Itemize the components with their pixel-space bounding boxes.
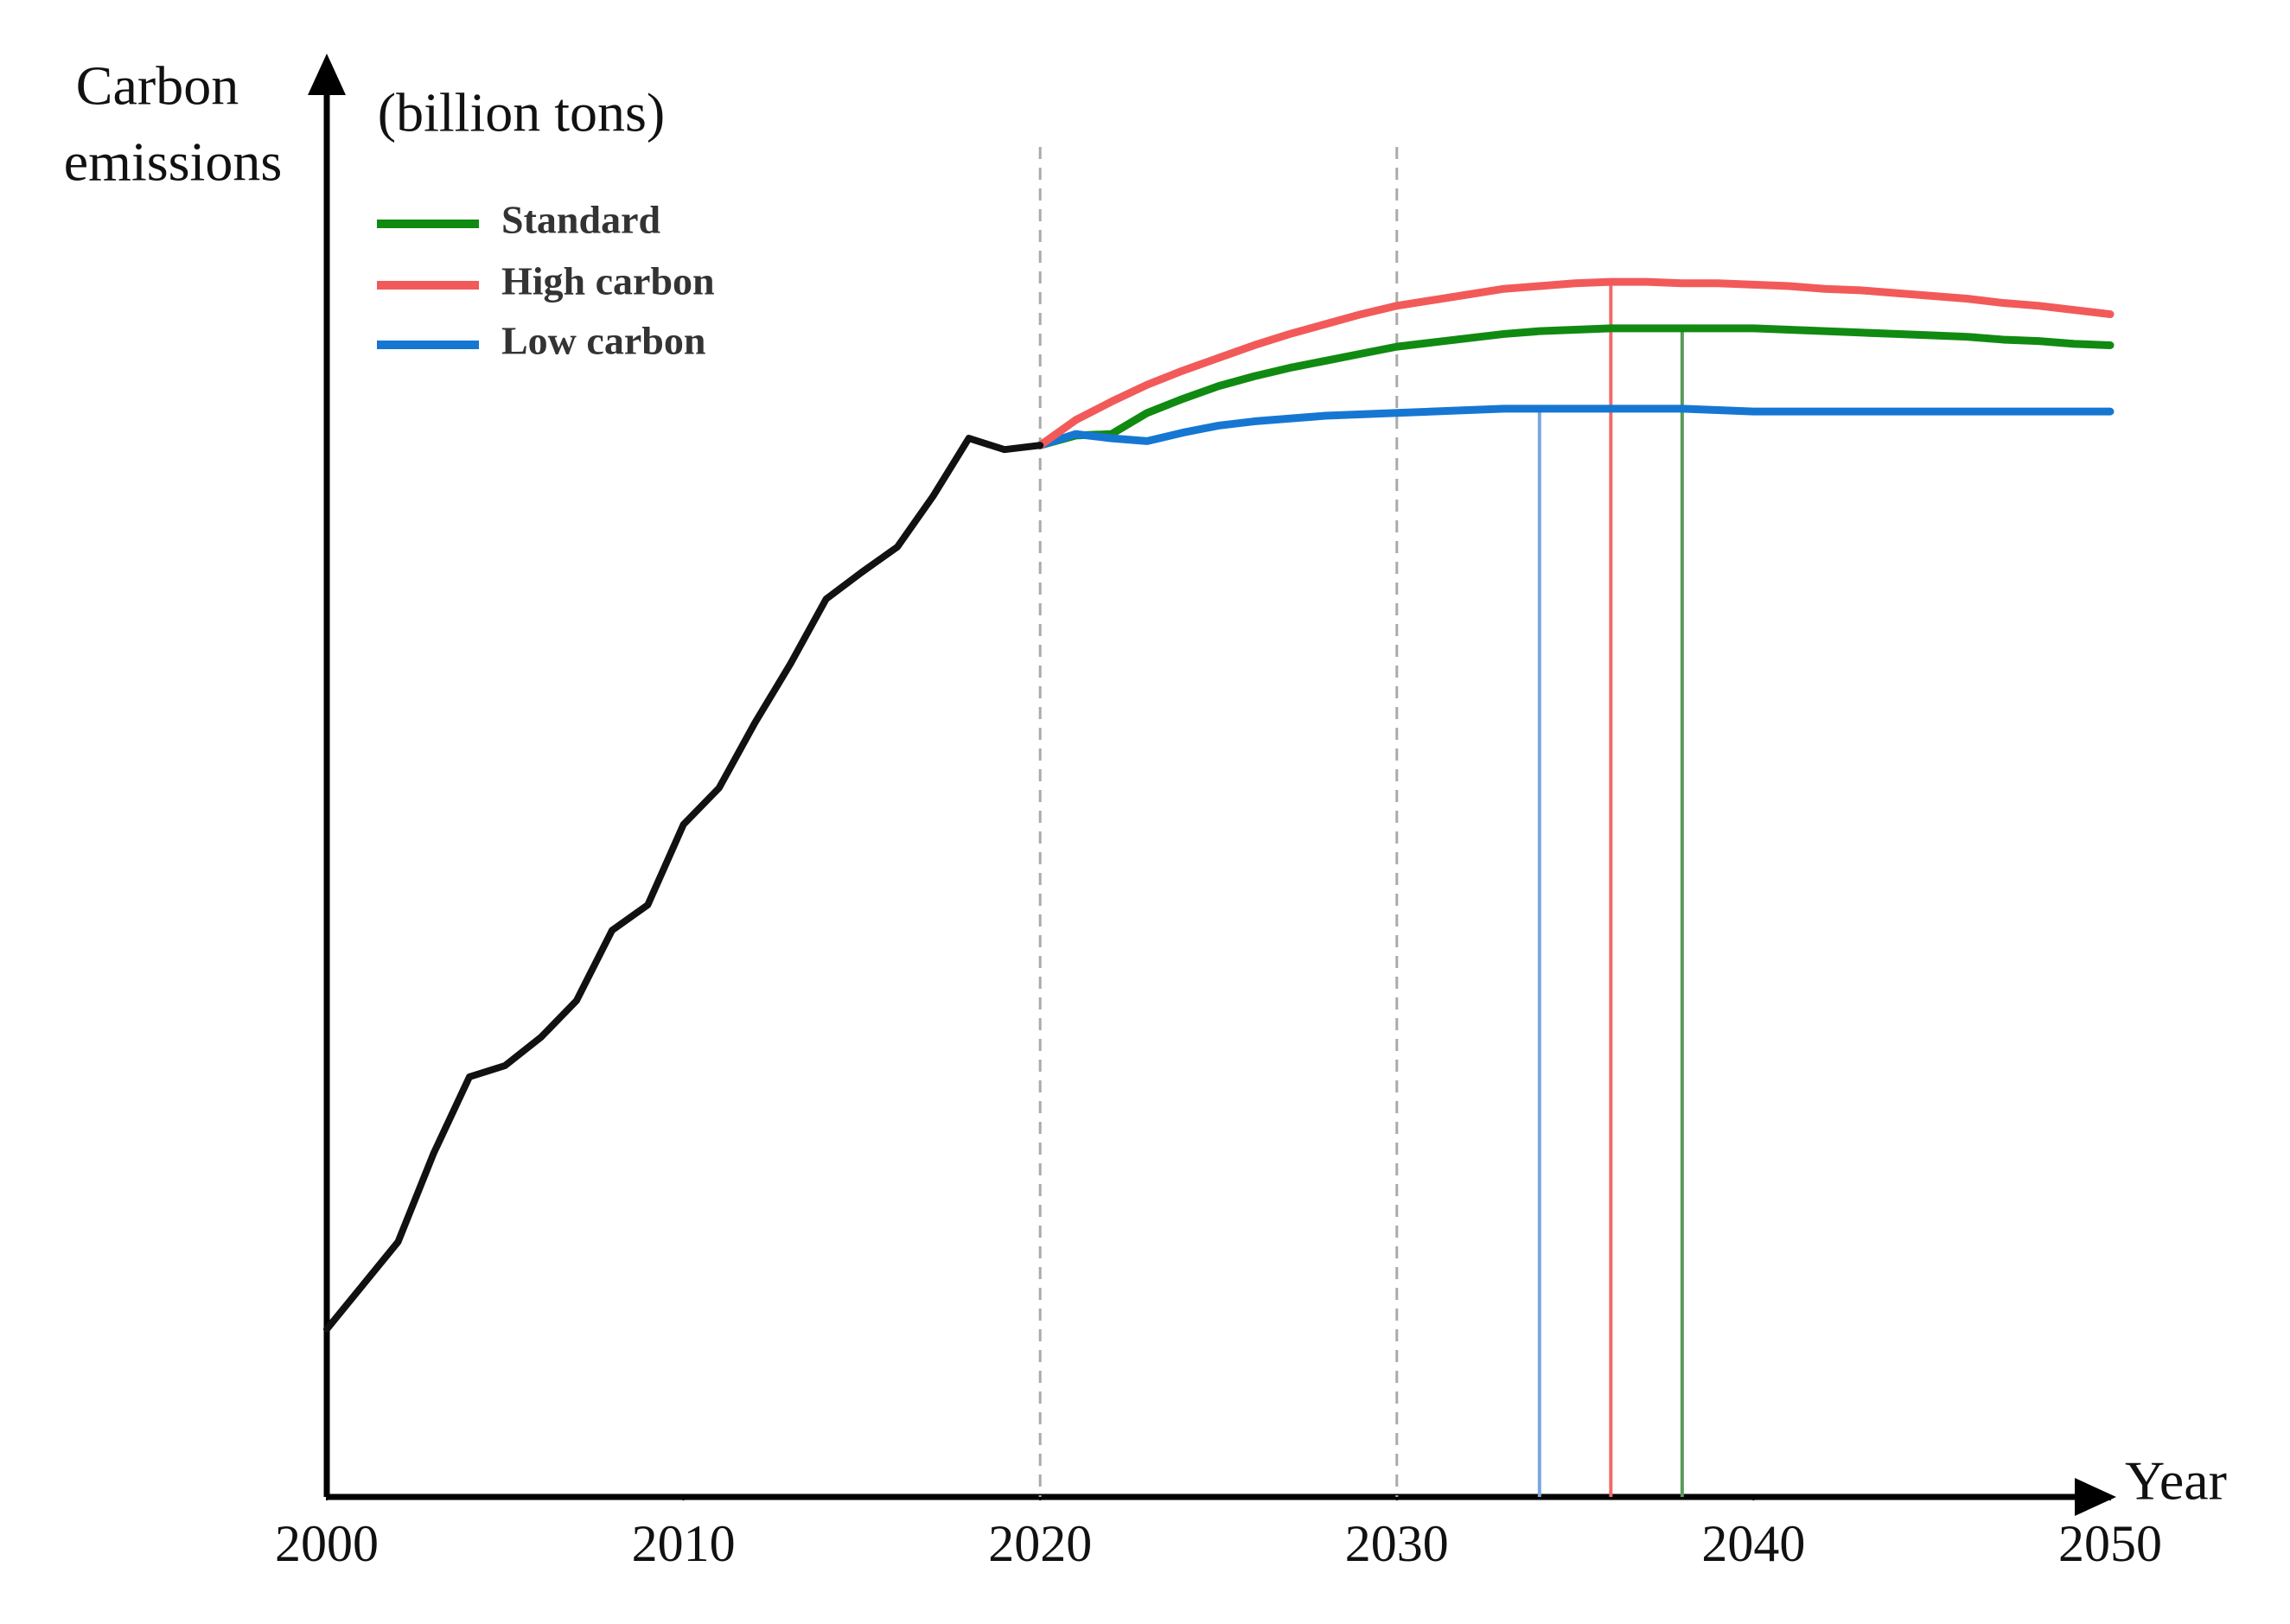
history-line: [323, 435, 1044, 1333]
x-axis-label: Year: [2125, 1450, 2227, 1512]
y-axis-label: Carbon: [76, 55, 239, 117]
y-axis-unit: (billion tons): [378, 82, 665, 143]
series-line: [1036, 404, 2115, 449]
legend-label: Standard: [501, 198, 660, 242]
x-tick-label: 2040: [1701, 1515, 1805, 1572]
legend-label: Low carbon: [501, 319, 705, 363]
legend-label: High carbon: [501, 259, 715, 303]
series-line: [1036, 324, 2115, 449]
x-axis-arrow: [2075, 1478, 2116, 1516]
y-axis-label: emissions: [64, 131, 282, 193]
x-tick-label: 2050: [2058, 1515, 2162, 1572]
x-tick-label: 2010: [632, 1515, 736, 1572]
series-line: [1036, 277, 2115, 449]
x-tick-label: 2020: [988, 1515, 1092, 1572]
x-tick-label: 2000: [275, 1515, 379, 1572]
x-tick-label: 2030: [1345, 1515, 1449, 1572]
y-axis-arrow: [308, 54, 346, 95]
